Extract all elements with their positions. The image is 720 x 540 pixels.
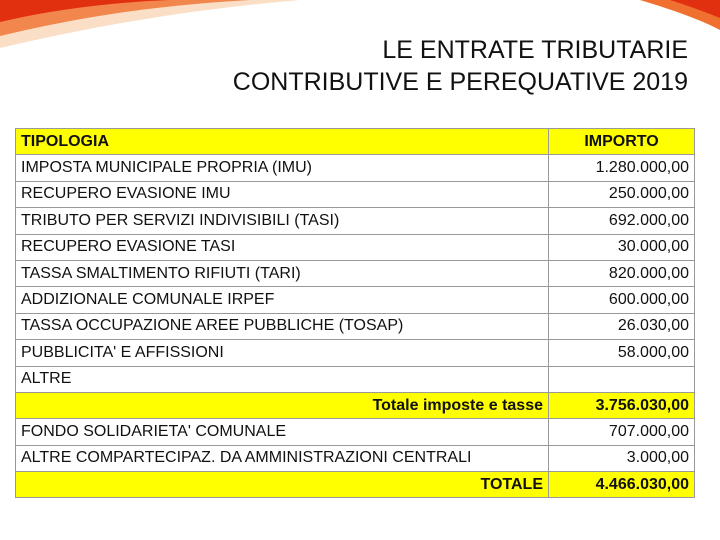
row: TRIBUTO PER SERVIZI INDIVISIBILI (TASI) 6… — [15, 207, 695, 235]
amount-cell — [548, 365, 695, 393]
amount-cell: 707.000,00 — [548, 418, 695, 446]
row: IMPOSTA MUNICIPALE PROPRIA (IMU) 1.280.00… — [15, 154, 695, 182]
swoosh — [670, 0, 720, 18]
revenue-table: TIPOLOGIA IMPORTO IMPOSTA MUNICIPALE PROPR… — [15, 127, 695, 499]
title-line: CONTRIBUTIVE E PEREQUATIVE 2019 — [232, 68, 688, 96]
decoration — [0, 0, 720, 48]
total-row: Totale imposte e tasse 3.756.030,00 — [15, 391, 695, 420]
header-cell: TIPOLOGIA — [15, 127, 549, 156]
row: RECUPERO EVASIONE IMU 250.000,00 — [15, 180, 695, 209]
title: LE ENTRATE TRIBUTARIE CONTRIBUTIVE E PER… — [233, 34, 688, 98]
title-line: LE ENTRATE TRIBUTARIE — [382, 36, 688, 64]
row: PUBBLICITA' E AFFISSIONI 58.000,00 — [15, 339, 695, 367]
amount-cell: 58.000,00 — [548, 339, 695, 367]
amount-cell: 692.000,00 — [548, 207, 695, 235]
amount-cell: 820.000,00 — [548, 259, 695, 288]
row: TASSA SMALTIMENTO RIFIUTI (TARI) 820.000,… — [15, 259, 695, 288]
amount-cell: 3.000,00 — [548, 444, 695, 473]
header-cell: IMPORTO — [548, 127, 695, 156]
label-cell: Totale imposte e tasse — [15, 391, 549, 420]
header-row: TIPOLOGIA IMPORTO — [15, 127, 695, 156]
amount-cell: 250.000,00 — [548, 180, 695, 209]
label-cell: ADDIZIONALE COMUNALE IRPEF — [15, 286, 549, 314]
label-cell: TASSA SMALTIMENTO RIFIUTI (TARI) — [15, 259, 549, 288]
label-cell: TRIBUTO PER SERVIZI INDIVISIBILI (TASI) — [15, 207, 549, 235]
label-cell: ALTRE — [15, 365, 549, 393]
label-cell: TOTALE — [15, 471, 549, 499]
swoosh — [0, 0, 170, 22]
label-cell: ALTRE COMPARTECIPAZ. DA AMMINISTRAZIONI … — [15, 444, 549, 473]
amount-cell: 600.000,00 — [548, 286, 695, 314]
row: ALTRE COMPARTECIPAZ. DA AMMINISTRAZIONI … — [15, 444, 695, 473]
amount-cell: 4.466.030,00 — [548, 471, 695, 499]
row: ADDIZIONALE COMUNALE IRPEF 600.000,00 — [15, 286, 695, 314]
label-cell: PUBBLICITA' E AFFISSIONI — [15, 339, 549, 367]
label-cell: RECUPERO EVASIONE IMU — [15, 180, 549, 209]
amount-cell: 26.030,00 — [548, 312, 695, 341]
row: TASSA OCCUPAZIONE AREE PUBBLICHE (TOSAP)… — [15, 312, 695, 341]
label-cell: IMPOSTA MUNICIPALE PROPRIA (IMU) — [15, 154, 549, 182]
amount-cell: 3.756.030,00 — [548, 391, 695, 420]
row: RECUPERO EVASIONE TASI 30.000,00 — [15, 233, 695, 261]
amount-cell: 30.000,00 — [548, 233, 695, 261]
label-cell: FONDO SOLIDARIETA' COMUNALE — [15, 418, 549, 446]
label-cell: RECUPERO EVASIONE TASI — [15, 233, 549, 261]
label-cell: TASSA OCCUPAZIONE AREE PUBBLICHE (TOSAP) — [15, 312, 549, 341]
row: FONDO SOLIDARIETA' COMUNALE 707.000,00 — [15, 418, 695, 446]
total-row: TOTALE 4.466.030,00 — [15, 471, 695, 499]
row: ALTRE — [15, 365, 695, 393]
amount-cell: 1.280.000,00 — [548, 154, 695, 182]
